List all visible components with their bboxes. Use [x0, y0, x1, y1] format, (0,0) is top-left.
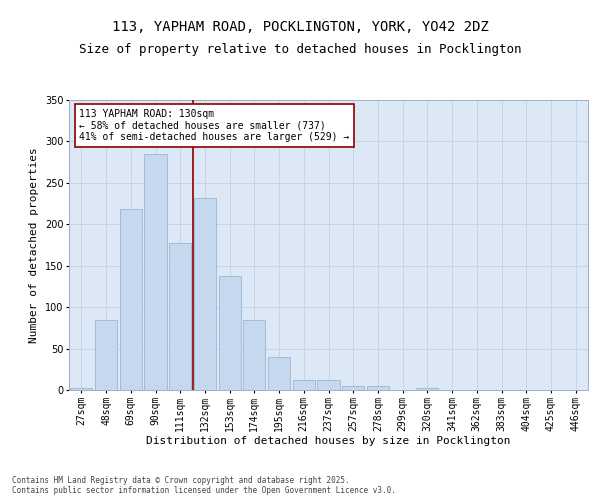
Bar [169, 242, 191, 390]
Bar [293, 380, 315, 390]
Text: 113, YAPHAM ROAD, POCKLINGTON, YORK, YO42 2DZ: 113, YAPHAM ROAD, POCKLINGTON, YORK, YO4… [112, 20, 488, 34]
Bar [119, 210, 142, 390]
Bar [416, 388, 439, 390]
Bar [218, 276, 241, 390]
Bar [268, 357, 290, 390]
Bar [194, 198, 216, 390]
Bar [70, 388, 92, 390]
Text: 113 YAPHAM ROAD: 130sqm
← 58% of detached houses are smaller (737)
41% of semi-d: 113 YAPHAM ROAD: 130sqm ← 58% of detache… [79, 108, 350, 142]
Text: Contains HM Land Registry data © Crown copyright and database right 2025.
Contai: Contains HM Land Registry data © Crown c… [12, 476, 396, 495]
Bar [95, 320, 117, 390]
Bar [145, 154, 167, 390]
Text: Size of property relative to detached houses in Pocklington: Size of property relative to detached ho… [79, 42, 521, 56]
Bar [243, 320, 265, 390]
X-axis label: Distribution of detached houses by size in Pocklington: Distribution of detached houses by size … [146, 436, 511, 446]
Bar [367, 386, 389, 390]
Y-axis label: Number of detached properties: Number of detached properties [29, 147, 39, 343]
Bar [342, 386, 364, 390]
Bar [317, 380, 340, 390]
